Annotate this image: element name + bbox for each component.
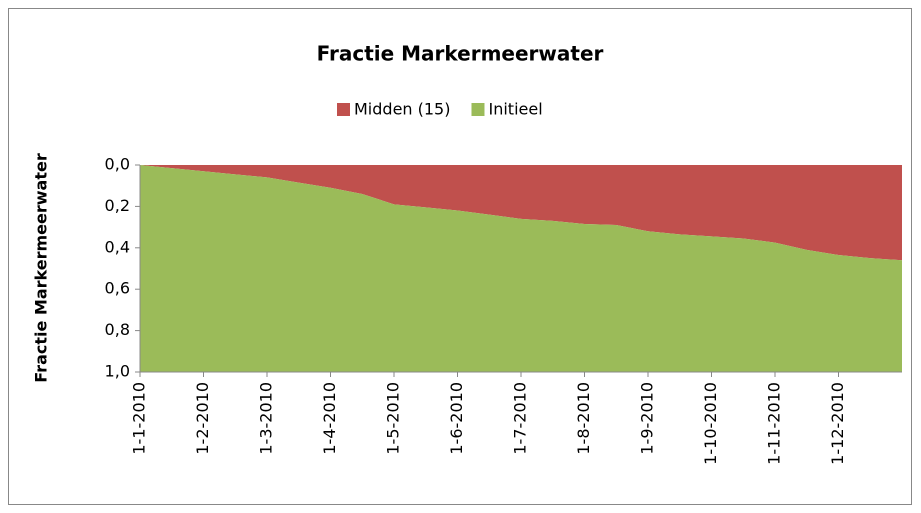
legend-label: Initieel bbox=[488, 100, 542, 119]
legend-swatch bbox=[471, 103, 485, 116]
x-tick-label: 1-5-2010 bbox=[384, 382, 403, 455]
x-tick-label: 1-6-2010 bbox=[447, 382, 466, 455]
y-tick-label: 0,6 bbox=[105, 279, 130, 298]
x-tick-label: 1-12-2010 bbox=[828, 382, 847, 465]
x-tick-label: 1-4-2010 bbox=[320, 382, 339, 455]
area bbox=[140, 165, 902, 261]
area bbox=[140, 165, 902, 372]
y-tick-label: 1,0 bbox=[105, 362, 130, 381]
legend-swatch bbox=[337, 103, 350, 116]
x-tick-label: 1-7-2010 bbox=[511, 382, 530, 455]
x-tick-label: 1-2-2010 bbox=[193, 382, 212, 455]
x-tick-label: 1-9-2010 bbox=[638, 382, 657, 455]
y-tick-label: 0,2 bbox=[105, 196, 130, 215]
x-tick-label: 1-3-2010 bbox=[257, 382, 276, 455]
chart-title: Fractie Markermeerwater bbox=[317, 42, 604, 66]
y-tick-label: 0,0 bbox=[105, 155, 130, 174]
x-tick-label: 1-8-2010 bbox=[574, 382, 593, 455]
legend-label: Midden (15) bbox=[354, 100, 450, 119]
y-tick-label: 0,8 bbox=[105, 320, 130, 339]
x-tick-label: 1-11-2010 bbox=[765, 382, 784, 465]
x-tick-label: 1-1-2010 bbox=[130, 382, 149, 455]
y-tick-label: 0,4 bbox=[105, 237, 130, 256]
y-axis-title: Fractie Markermeerwater bbox=[32, 153, 51, 383]
x-tick-label: 1-10-2010 bbox=[701, 382, 720, 465]
